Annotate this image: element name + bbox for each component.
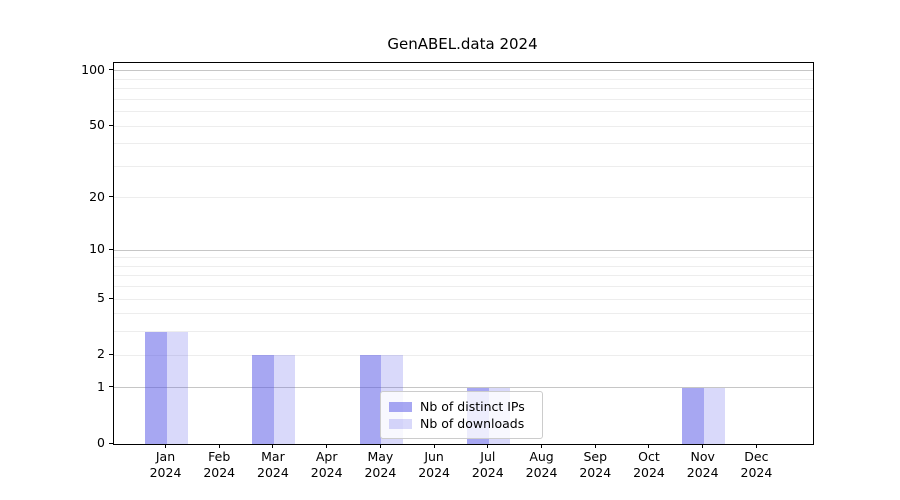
y-tick-10 (109, 248, 113, 250)
gridline-y-20 (114, 197, 813, 199)
gridline-y-30 (114, 165, 813, 167)
gridline-y-50 (114, 125, 813, 127)
x-tick-label-dec: Dec 2024 (740, 449, 773, 480)
legend-item: Nb of distinct IPs (389, 398, 534, 415)
y-tick-label-10: 10 (89, 241, 105, 257)
legend-item: Nb of downloads (389, 415, 534, 432)
gridline-y-6 (114, 286, 813, 288)
legend-swatch-distinct-ips (389, 401, 412, 412)
y-tick-label-0: 0 (97, 435, 105, 450)
legend-swatch-downloads (389, 418, 412, 429)
bar-nov-downloads (703, 387, 726, 444)
y-tick-label-100: 100 (81, 61, 105, 77)
x-tick-label-sep: Sep 2024 (579, 449, 612, 480)
legend-label: Nb of distinct IPs (420, 399, 525, 414)
x-tick-label-mar: Mar 2024 (257, 449, 289, 480)
gridline-y-40 (114, 143, 813, 145)
legend-label: Nb of downloads (420, 416, 525, 431)
gridline-y-3 (114, 331, 813, 333)
y-tick-1 (109, 386, 113, 388)
gridline-y-8 (114, 265, 813, 267)
y-tick-label-20: 20 (89, 188, 105, 204)
bar-mar-downloads (273, 355, 296, 444)
x-tick-feb (218, 444, 220, 448)
bar-may-distinct-ips (359, 355, 382, 444)
gridline-y-60 (114, 111, 813, 113)
x-tick-mar (272, 444, 274, 448)
y-tick-20 (109, 196, 113, 198)
y-tick-100 (109, 69, 113, 71)
x-tick-jun (433, 444, 435, 448)
bar-mar-distinct-ips (252, 355, 274, 444)
gridline-y-4 (114, 313, 813, 315)
x-tick-jan (165, 444, 166, 448)
bar-nov-distinct-ips (682, 387, 704, 444)
x-tick-label-jun: Jun 2024 (418, 449, 450, 480)
gridline-y-10 (114, 249, 813, 251)
gridline-y-7 (114, 275, 813, 277)
x-tick-label-aug: Aug 2024 (525, 449, 558, 480)
y-tick-label-5: 5 (97, 290, 105, 306)
y-tick-2 (109, 353, 113, 355)
y-tick-5 (109, 297, 113, 299)
y-tick-label-50: 50 (89, 117, 105, 133)
y-tick-50 (109, 124, 113, 126)
bar-jan-distinct-ips (145, 331, 167, 444)
gridline-y-2 (114, 354, 813, 356)
x-tick-label-may: May 2024 (364, 449, 397, 480)
y-tick-label-1: 1 (97, 378, 105, 394)
x-tick-oct (648, 444, 650, 448)
x-tick-jul (487, 444, 489, 448)
x-tick-aug (541, 444, 543, 448)
x-tick-label-jan: Jan 2024 (149, 449, 182, 480)
x-tick-label-feb: Feb 2024 (203, 449, 236, 480)
gridline-y-5 (114, 298, 813, 300)
gridline-y-70 (114, 98, 813, 100)
x-tick-label-jul: Jul 2024 (471, 449, 504, 480)
x-tick-label-nov: Nov 2024 (686, 449, 719, 480)
x-tick-nov (702, 444, 704, 448)
x-tick-sep (594, 444, 596, 448)
gridline-y-80 (114, 88, 813, 90)
gridline-y-1 (114, 387, 813, 389)
y-tick-0 (109, 442, 113, 444)
y-tick-label-2: 2 (97, 346, 105, 362)
plot-area (113, 62, 814, 445)
chart-title: GenABEL.data 2024 (387, 35, 538, 53)
bar-jan-downloads (166, 331, 188, 444)
gridline-y-100 (114, 70, 813, 72)
x-tick-label-oct: Oct 2024 (633, 449, 665, 480)
x-tick-may (379, 444, 381, 448)
gridline-y-9 (114, 257, 813, 259)
x-tick-apr (326, 444, 328, 448)
gridline-y-90 (114, 78, 813, 80)
x-tick-label-apr: Apr 2024 (310, 449, 343, 480)
x-tick-dec (755, 444, 757, 448)
legend: Nb of distinct IPs Nb of downloads (380, 391, 543, 439)
